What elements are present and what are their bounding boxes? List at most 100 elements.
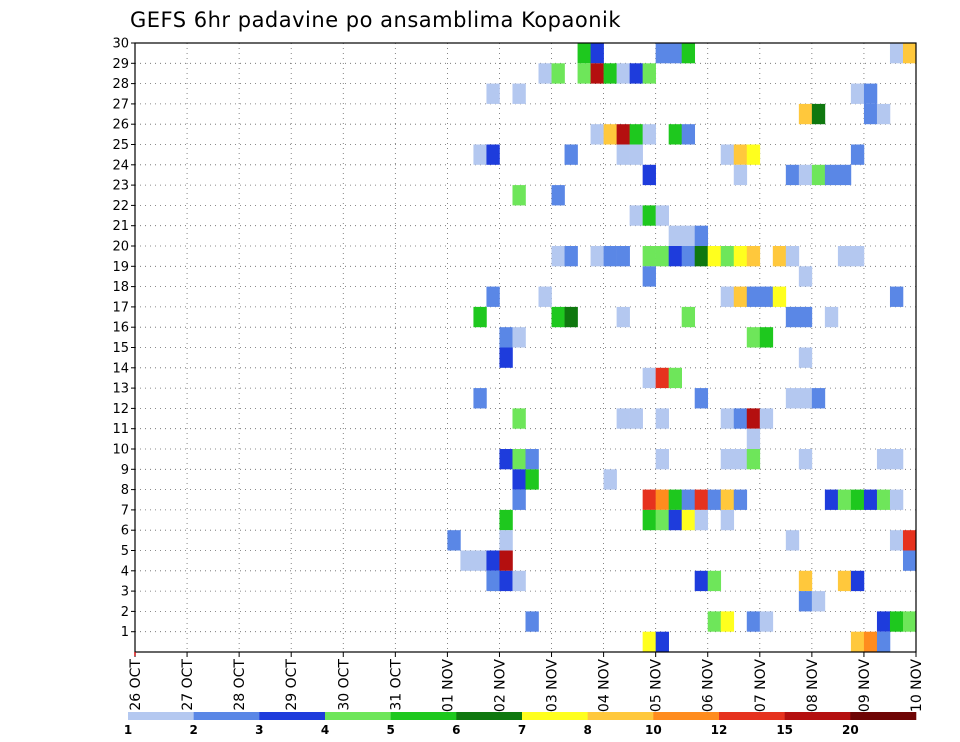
x-tick-label: 07 NOV	[753, 659, 769, 713]
heatmap-cell	[850, 489, 865, 510]
legend-tick-label: 10	[645, 723, 662, 737]
heatmap-cell	[811, 164, 826, 186]
heatmap-cell	[759, 286, 774, 307]
x-tick-label: 05 NOV	[649, 659, 665, 713]
heatmap-cell	[746, 449, 761, 470]
heatmap-cell	[499, 327, 513, 348]
heatmap-cell	[733, 489, 748, 510]
heatmap-cell	[512, 408, 526, 429]
heatmap-cell	[863, 103, 878, 125]
heatmap-cell	[824, 164, 839, 186]
x-axis-ticks: 26 OCT 27 OCT 28 OCT 29 OCT 30 OCT 31 OCT 01 N…	[128, 652, 925, 712]
heatmap-cell	[759, 327, 774, 348]
heatmap-cell	[512, 449, 526, 470]
heatmap-cell	[642, 266, 656, 287]
y-tick-label: 24	[112, 158, 129, 173]
heatmap-cell	[746, 611, 761, 632]
legend-color-swatch	[128, 712, 194, 720]
heatmap-cell	[473, 144, 487, 165]
heatmap-cell	[642, 124, 656, 145]
heatmap-cell	[733, 449, 748, 470]
heatmap-cell	[512, 83, 526, 104]
color-legend: 1 2 3 4 5 6 7 8 10 12 15 20	[124, 712, 917, 737]
heatmap-cell	[837, 164, 852, 186]
heatmap-cell	[551, 185, 565, 206]
heatmap-cell	[746, 286, 761, 307]
heatmap-cell	[733, 144, 748, 165]
y-tick-label: 19	[112, 260, 129, 275]
legend-color-swatch	[193, 712, 260, 720]
heatmap-cell	[629, 144, 643, 165]
heatmap-cell	[733, 164, 748, 186]
heatmap-cell	[681, 246, 696, 267]
heatmap-cell	[473, 550, 487, 571]
heatmap-cell	[876, 489, 891, 510]
heatmap-cell	[655, 408, 669, 429]
heatmap-cell	[564, 246, 578, 267]
heatmap-cell	[616, 124, 630, 145]
heatmap-cell	[538, 63, 552, 84]
heatmap-cell	[746, 327, 761, 348]
heatmap-cell	[681, 124, 696, 145]
heatmap-cell	[720, 509, 735, 531]
y-tick-label: 28	[112, 77, 129, 92]
heatmap-cell	[590, 63, 604, 84]
y-tick-label: 7	[121, 503, 129, 518]
heatmap-cell	[902, 550, 917, 571]
y-tick-label: 18	[112, 280, 129, 295]
heatmap-cell	[798, 570, 813, 592]
heatmap-cell	[512, 185, 526, 206]
y-tick-label: 13	[112, 382, 129, 397]
x-tick-label: 09 NOV	[857, 659, 873, 713]
heatmap-cell	[681, 306, 696, 328]
heatmap-cell	[499, 550, 513, 571]
heatmap-cell	[642, 205, 656, 226]
heatmap-cell	[642, 164, 656, 186]
heatmap-cell	[668, 43, 682, 64]
legend-tick-label: 7	[518, 723, 526, 737]
y-tick-label: 6	[121, 524, 129, 539]
heatmap-cell	[525, 449, 539, 470]
heatmap-cell	[629, 408, 643, 429]
heatmap-cell	[824, 489, 839, 510]
heatmap-cell	[746, 408, 761, 429]
x-tick-label: 29 OCT	[284, 659, 300, 711]
legend-color-swatch	[653, 712, 720, 720]
heatmap-cell	[785, 164, 800, 186]
legend-color-swatch	[719, 712, 785, 720]
heatmap-cell	[850, 631, 865, 652]
heatmap-cell	[629, 63, 643, 84]
heatmap-cell	[603, 469, 617, 490]
heatmap-cell	[798, 388, 813, 409]
heatmap-cell	[902, 611, 917, 632]
heatmap-cell	[798, 449, 813, 470]
heatmap-cell	[811, 591, 826, 612]
heatmap-cell	[863, 489, 878, 510]
heatmap-cell	[447, 530, 461, 551]
heatmap-cell	[863, 631, 878, 652]
legend-color-swatch	[522, 712, 588, 720]
heatmap-cell	[772, 246, 787, 267]
y-tick-label: 9	[121, 463, 129, 478]
heatmap-cell	[837, 489, 852, 510]
y-tick-label: 17	[112, 300, 129, 315]
heatmap-cell	[616, 306, 630, 328]
x-tick-label: 27 OCT	[180, 659, 196, 711]
heatmap-cell	[616, 63, 630, 84]
heatmap-cell	[590, 124, 604, 145]
heatmap-cell	[694, 509, 709, 531]
heatmap-cell	[473, 306, 487, 328]
y-tick-label: 16	[112, 321, 129, 336]
legend-tick-label: 5	[386, 723, 394, 737]
heatmap-cell	[798, 164, 813, 186]
heatmap-cell	[655, 631, 669, 652]
heatmap-cell	[551, 246, 565, 267]
y-tick-label: 3	[121, 585, 129, 600]
x-tick-label: 01 NOV	[440, 659, 456, 713]
legend-tick-label: 12	[711, 723, 728, 737]
heatmap-cell	[759, 611, 774, 632]
heatmap-cell	[512, 469, 526, 490]
heatmap-cell	[850, 144, 865, 165]
heatmap-cell	[720, 246, 735, 267]
heatmap-cell	[655, 509, 669, 531]
